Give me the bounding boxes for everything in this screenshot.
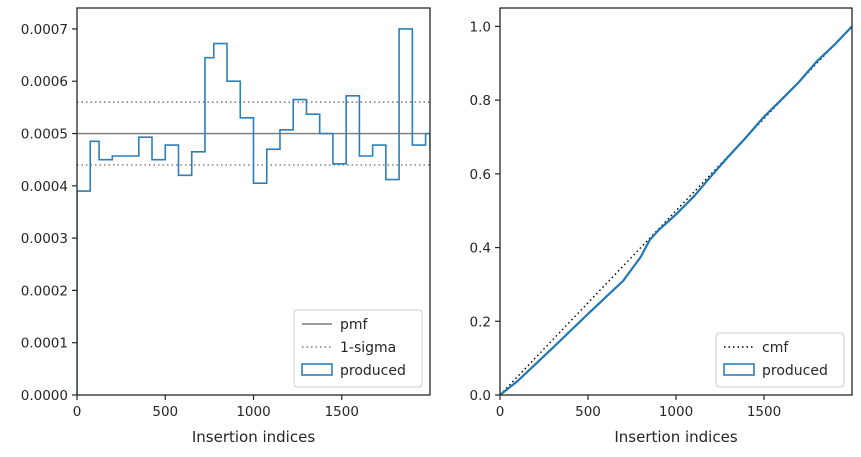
- x-tick-label: 500: [575, 404, 601, 420]
- y-tick-label: 0.0006: [21, 74, 68, 90]
- legend-swatch: [723, 363, 755, 376]
- y-tick-label: 0.0003: [21, 231, 68, 247]
- legend-label: pmf: [340, 317, 369, 333]
- legend: cmf produced: [715, 332, 845, 388]
- x-tick-label: 0: [73, 404, 82, 420]
- x-tick-label: 1500: [747, 404, 781, 420]
- x-tick-label: 0: [496, 404, 505, 420]
- y-tick-label: 0.0002: [21, 283, 68, 299]
- y-tick-label: 1.0: [470, 19, 491, 35]
- x-tick-label: 1000: [236, 404, 270, 420]
- y-tick-label: 0.0005: [21, 127, 68, 143]
- y-tick-label: 0.0004: [21, 179, 68, 195]
- legend-box: [293, 309, 423, 388]
- plot-area: [77, 28, 430, 395]
- y-tick-label: 0.4: [470, 241, 491, 257]
- legend-swatch: [301, 363, 333, 376]
- legend-item-produced: produced: [301, 363, 406, 379]
- y-tick-label: 0.8: [470, 93, 491, 109]
- legend-item-produced: produced: [723, 363, 828, 379]
- cmf-panel: 0 500 1000 1500 0.0 0.2 0.4 0.6 0.8 1.0 Insertion …: [470, 7, 853, 446]
- x-tick-label: 500: [152, 404, 178, 420]
- legend-label: 1-sigma: [340, 340, 396, 356]
- x-tick-label: 1500: [325, 404, 359, 420]
- legend-item-cmf: cmf: [724, 340, 789, 356]
- y-tick-label: 0.0007: [21, 22, 68, 38]
- legend-label: produced: [340, 363, 406, 379]
- legend-item-pmf: pmf: [302, 317, 369, 333]
- x-tick-label: 1000: [659, 404, 693, 420]
- legend-label: cmf: [762, 340, 789, 356]
- x-axis-label: Insertion indices: [192, 428, 315, 446]
- y-tick-label: 0.0: [470, 388, 491, 404]
- x-axis-label: Insertion indices: [614, 428, 737, 446]
- y-tick-label: 0.0001: [21, 336, 68, 352]
- legend-label: produced: [762, 363, 828, 379]
- plot-area: [500, 25, 852, 395]
- y-tick-label: 0.0000: [21, 388, 68, 404]
- produced-line: [500, 25, 852, 395]
- y-tick-label: 0.6: [470, 167, 491, 183]
- pmf-histogram-panel: 0 500 1000 1500 0.0000 0.0001 0.0002 0.0003 0.00…: [21, 7, 431, 446]
- legend: pmf 1-sigma produced: [293, 309, 423, 388]
- legend-item-1-sigma: 1-sigma: [302, 340, 396, 356]
- produced-histogram: [77, 28, 430, 395]
- y-tick-label: 0.2: [470, 314, 491, 330]
